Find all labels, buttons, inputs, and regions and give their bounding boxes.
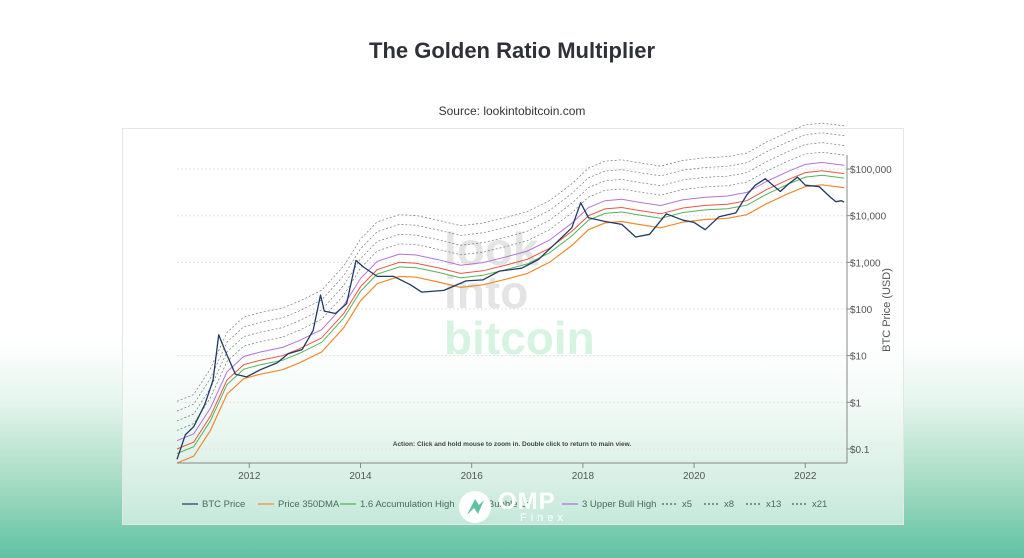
legend-label: 1.6 Accumulation High <box>360 499 455 510</box>
y-tick-label: $1 <box>850 398 862 409</box>
x-tick-label: 2022 <box>794 471 817 482</box>
x-tick-label: 2012 <box>238 471 261 482</box>
legend-item[interactable]: x5 <box>662 499 692 510</box>
series-line-price-350dma <box>176 184 845 464</box>
series-line-3-upper-bull-high <box>176 161 845 442</box>
legend-item[interactable]: Price 350DMA <box>258 499 340 510</box>
y-tick-label: $100,000 <box>850 165 892 176</box>
series-line-x13 <box>176 132 845 412</box>
legend-label: Price 350DMA <box>278 499 340 510</box>
legend-item[interactable]: 3 Upper Bull High <box>562 499 656 510</box>
series-line-x5 <box>176 151 845 431</box>
action-hint: Action: Click and hold mouse to zoom in.… <box>393 441 632 448</box>
source-caption: Source: lookintobitcoin.com <box>438 104 586 118</box>
y-tick-label: $100 <box>850 305 873 316</box>
legend-item[interactable]: x13 <box>746 499 781 510</box>
legend-item[interactable]: 1.6 Accumulation High <box>340 499 455 510</box>
legend-label: BTC Price <box>202 499 245 510</box>
legend-item[interactable]: x21 <box>792 499 827 510</box>
legend-label: x13 <box>766 499 781 510</box>
axes: $0.1 $1 $10 $100 $1,000 $10,000 $100,000 2012 20… <box>177 155 892 482</box>
y-tick-label: $1,000 <box>850 258 881 269</box>
chart-panel <box>122 128 904 525</box>
y-tick-label: $10 <box>850 352 867 363</box>
series-line-x8 <box>176 142 845 422</box>
series-group <box>176 122 845 464</box>
legend-item[interactable]: x8 <box>704 499 734 510</box>
legend-label: x8 <box>724 499 734 510</box>
omp-finex-logo: OMP Finex <box>458 488 578 528</box>
legend-item[interactable]: BTC Price <box>182 499 245 510</box>
watermark-into: into <box>444 266 528 318</box>
x-tick-label: 2018 <box>572 471 595 482</box>
omp-logo-icon <box>459 491 491 523</box>
brand-name: OMP <box>498 488 556 515</box>
legend[interactable]: BTC Price Price 350DMA 1.6 Accumulation Hi… <box>182 499 827 510</box>
legend-label: x21 <box>812 499 827 510</box>
series-line-x21 <box>176 122 845 402</box>
watermark-bitcoin: bitcoin <box>444 312 595 364</box>
legend-label: 2 Bubble Lo <box>480 499 531 510</box>
page-title: The Golden Ratio Multiplier <box>369 38 655 63</box>
series-line-btc-price <box>176 176 845 460</box>
watermark-look: look <box>444 223 539 275</box>
series-line-2-bubble-lo <box>176 170 845 450</box>
x-tick-label: 2014 <box>349 471 372 482</box>
legend-label: x5 <box>682 499 692 510</box>
x-tick-label: 2020 <box>683 471 706 482</box>
y-tick-label: $10,000 <box>850 212 887 223</box>
y-axis-label: BTC Price (USD) <box>881 268 893 352</box>
legend-label: 3 Upper Bull High <box>582 499 656 510</box>
x-tick-label: 2016 <box>461 471 484 482</box>
y-tick-label: $0.1 <box>850 445 870 456</box>
watermark: look into bitcoin <box>444 223 595 364</box>
brand-sub: Finex <box>520 512 567 524</box>
